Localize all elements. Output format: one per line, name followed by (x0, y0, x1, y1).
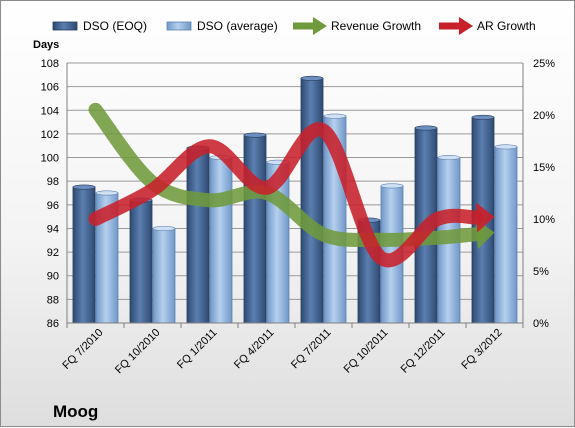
x-tick-label: FQ 7/2010 (60, 327, 105, 372)
x-tick-label: FQ 10/2010 (113, 327, 163, 377)
bar-dso-eoq (129, 199, 153, 324)
bar-top-cap (152, 225, 176, 231)
legend-label: AR Growth (477, 19, 536, 33)
bar-top-cap (414, 125, 438, 131)
bar-top-cap (471, 114, 495, 120)
x-tick-label: FQ 12/2011 (399, 327, 448, 376)
bar-dso-average (152, 228, 176, 324)
bar-top-cap (243, 132, 267, 138)
y-axis-title: Days (33, 39, 59, 51)
bar-top-cap (95, 190, 119, 196)
bar-dso-eoq (243, 134, 267, 324)
chart-title: Moog (53, 402, 98, 421)
growth-lines (88, 102, 495, 268)
legend-arrowhead (313, 17, 327, 35)
y-tick-label: 88 (47, 294, 59, 306)
ar-growth-line (88, 122, 484, 268)
y-tick-label: 94 (47, 223, 59, 235)
y-tick-label: 100 (41, 153, 59, 165)
legend-swatch (52, 21, 78, 31)
y2-tick-label: 5% (533, 266, 549, 278)
y2-tick-label: 15% (533, 162, 555, 174)
y-tick-label: 86 (47, 318, 59, 330)
legend-arrowhead (459, 17, 473, 35)
bar-top-cap (494, 144, 518, 150)
legend: DSO (EOQ) DSO (average) Revenue Growth AR G… (52, 17, 536, 35)
bar-top-cap (380, 183, 404, 189)
bar-top-cap (72, 184, 96, 190)
y-tick-label: 96 (47, 200, 59, 212)
y-tick-label: 92 (47, 247, 59, 259)
bar-top-cap (300, 75, 324, 81)
y-tick-label: 90 (47, 271, 59, 283)
y2-tick-label: 10% (533, 214, 555, 226)
legend-label: Revenue Growth (331, 19, 421, 33)
bar-dso-eoq (186, 147, 210, 324)
y-tick-label: 106 (41, 82, 59, 94)
bar-dso-average (494, 146, 518, 324)
y2-tick-label: 25% (533, 58, 555, 70)
bar-dso-eoq (72, 186, 96, 324)
legend-label: DSO (average) (197, 19, 278, 33)
x-tick-label: FQ 3/2012 (459, 327, 504, 372)
y-tick-label: 104 (41, 105, 59, 117)
bar-dso-eoq (300, 77, 324, 324)
bar-top-cap (437, 155, 461, 161)
y-tick-label: 102 (41, 129, 59, 141)
legend-label: DSO (EOQ) (83, 19, 147, 33)
bar-dso-average (209, 157, 233, 324)
x-tick-label: FQ 4/2011 (232, 327, 277, 372)
ar-growth-arrowhead (475, 202, 495, 233)
legend-swatch (166, 21, 192, 31)
y-tick-label: 98 (47, 176, 59, 188)
x-tick-label: FQ 10/2011 (342, 327, 391, 376)
y-tick-label: 108 (41, 58, 59, 70)
x-tick-label: FQ 7/2011 (289, 327, 334, 372)
x-tick-label: FQ 1/2011 (175, 327, 220, 372)
y2-tick-label: 0% (533, 318, 549, 330)
y2-tick-label: 20% (533, 110, 555, 122)
bar-top-cap (323, 113, 347, 119)
